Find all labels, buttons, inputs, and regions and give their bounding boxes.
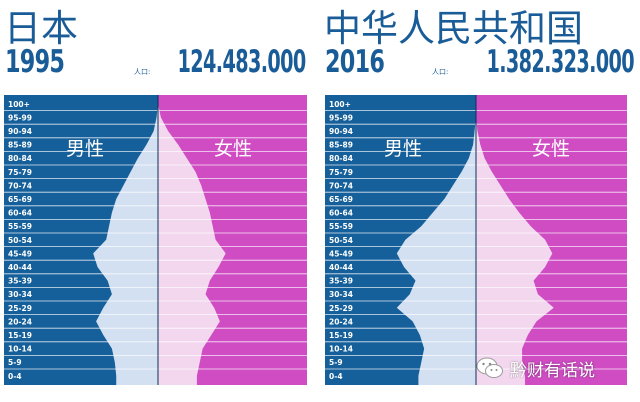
age-group-label: 50-54 xyxy=(329,236,353,245)
x-tick-label: 5% xyxy=(544,386,557,395)
x-tick-label: 7.5% xyxy=(352,386,373,395)
age-group-label: 100+ xyxy=(8,100,30,109)
age-group-label: 0-4 xyxy=(8,372,22,381)
age-group-label: 45-49 xyxy=(329,249,353,258)
age-group-label: 40-44 xyxy=(329,263,353,272)
female-series-area xyxy=(476,95,554,385)
male-series-area xyxy=(93,95,158,385)
age-group-label: 65-69 xyxy=(8,195,32,204)
japan-panel: 日本 1995 人口: 124.483.000 xyxy=(4,7,307,80)
age-group-label: 75-79 xyxy=(329,168,353,177)
age-group-label: 85-89 xyxy=(8,141,32,150)
country-title: 中华人民共和国 xyxy=(324,7,583,50)
year-label: 1995 xyxy=(5,44,65,80)
x-tick-label: 2.5% xyxy=(109,386,130,395)
x-tick-label: 5% xyxy=(225,386,238,395)
male-series-area xyxy=(396,95,476,385)
age-group-label: 80-84 xyxy=(329,154,353,163)
x-tick-label: 5% xyxy=(74,386,87,395)
age-group-label: 90-94 xyxy=(8,127,32,136)
age-group-label: 25-29 xyxy=(329,304,353,313)
age-group-label: 55-59 xyxy=(329,222,353,231)
legend-male-label: 男性 xyxy=(66,138,104,160)
age-group-label: 30-34 xyxy=(329,290,353,299)
age-group-label: 95-99 xyxy=(8,113,32,122)
age-group-label: 20-24 xyxy=(329,317,353,326)
legend-female-label: 女性 xyxy=(214,138,252,160)
age-group-label: 35-39 xyxy=(8,277,32,286)
age-group-label: 45-49 xyxy=(8,249,32,258)
age-group-label: 60-64 xyxy=(329,209,353,218)
age-group-label: 70-74 xyxy=(329,181,353,190)
age-group-label: 65-69 xyxy=(329,195,353,204)
age-group-label: 95-99 xyxy=(329,113,353,122)
age-group-label: 100+ xyxy=(329,100,351,109)
age-group-label: 35-39 xyxy=(329,277,353,286)
female-series-area xyxy=(158,95,226,385)
x-tick-label: 7.5% xyxy=(578,386,599,395)
x-tick-label: 2.5% xyxy=(502,386,523,395)
age-group-label: 20-24 xyxy=(8,317,32,326)
age-group-label: 85-89 xyxy=(329,141,353,150)
population-value: 1.382.323.000 xyxy=(486,44,634,80)
country-title: 日本 xyxy=(4,7,78,50)
age-group-label: 80-84 xyxy=(8,154,32,163)
age-group-label: 10-14 xyxy=(8,345,32,354)
population-label: 人口: xyxy=(134,68,151,76)
year-label: 2016 xyxy=(325,44,385,80)
age-group-label: 5-9 xyxy=(329,358,343,367)
population-label: 人口: xyxy=(432,68,449,76)
x-tick-label: 7.5% xyxy=(34,386,55,395)
x-tick-label: 2.5% xyxy=(184,386,205,395)
x-tick-label: 7.5% xyxy=(258,386,279,395)
china-panel: 中华人民共和国 2016 人口: 1.382.323.000 xyxy=(320,0,640,402)
legend-male-label: 男性 xyxy=(384,138,422,160)
age-group-label: 5-9 xyxy=(8,358,22,367)
age-group-label: 60-64 xyxy=(8,209,32,218)
age-group-label: 70-74 xyxy=(8,181,32,190)
age-group-label: 30-34 xyxy=(8,290,32,299)
age-group-label: 55-59 xyxy=(8,222,32,231)
wechat-icon xyxy=(476,357,503,378)
watermark-text: 黔财有话说 xyxy=(510,361,595,381)
age-group-label: 40-44 xyxy=(8,263,32,272)
x-tick-label: 5% xyxy=(393,386,406,395)
age-group-label: 90-94 xyxy=(329,127,353,136)
age-group-label: 75-79 xyxy=(8,168,32,177)
age-group-label: 10-14 xyxy=(329,345,353,354)
age-group-label: 0-4 xyxy=(329,372,343,381)
japan-population-pyramid: 100+ 95-99 90-94 85-89 80-84 75-79 70-74 65-69 6… xyxy=(4,95,307,395)
watermark: 黔财有话说 xyxy=(476,356,636,381)
age-group-label: 25-29 xyxy=(8,304,32,313)
age-group-label: 15-19 xyxy=(8,331,32,340)
population-value: 124.483.000 xyxy=(177,44,307,80)
age-group-label: 50-54 xyxy=(8,236,32,245)
x-tick-label: 2.5% xyxy=(427,386,448,395)
legend-female-label: 女性 xyxy=(532,138,570,160)
age-group-label: 15-19 xyxy=(329,331,353,340)
